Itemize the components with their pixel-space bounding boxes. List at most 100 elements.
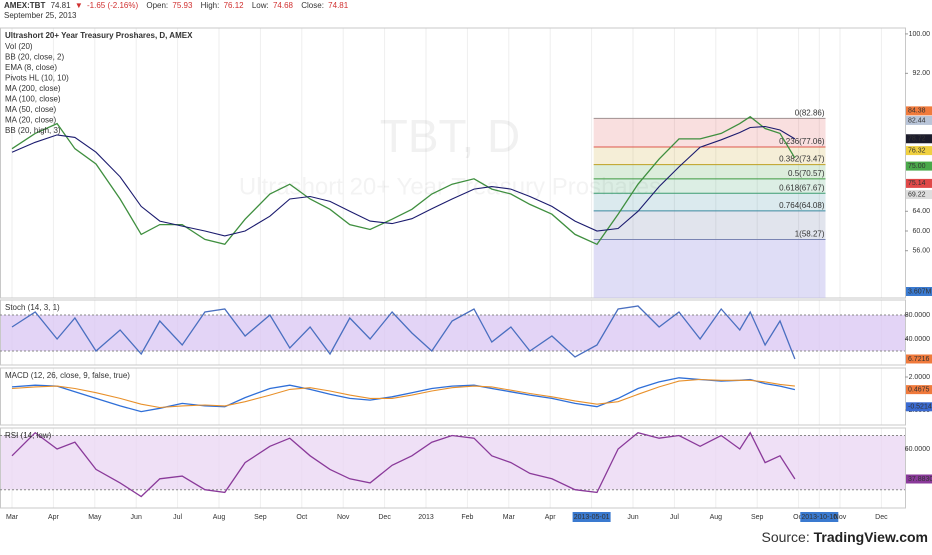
- y-tick-label: 40.0000: [905, 336, 930, 343]
- x-tick-label: Jun: [627, 514, 638, 521]
- x-tick-label: Feb: [461, 514, 473, 521]
- price: 74.81: [51, 1, 72, 10]
- x-tick-label: Nov: [834, 514, 847, 521]
- panel-label: Stoch (14, 3, 1): [5, 303, 60, 312]
- source: Source: TradingView.com: [761, 529, 928, 545]
- y-tick-label: 92.00: [912, 70, 930, 77]
- panel-frame: [0, 367, 906, 426]
- fib-band: [593, 146, 826, 165]
- volume-marker-label: 3.607M: [908, 288, 932, 295]
- fib-label: 1(58.27): [795, 230, 825, 239]
- price-marker-box: [906, 115, 932, 125]
- x-tick-label: Jul: [670, 514, 679, 521]
- x-tick-label: Dec: [875, 514, 888, 521]
- panel-frame: [0, 427, 906, 509]
- fib-label: 0.382(73.47): [779, 155, 825, 164]
- x-tick-label: 2013: [418, 514, 434, 521]
- fib-band: [593, 178, 826, 194]
- x-tick-label: Oct: [793, 514, 804, 521]
- series-line: [11, 305, 796, 360]
- watermark: TBT, D: [380, 110, 521, 162]
- price-marker-label: 37.8830: [908, 476, 932, 483]
- y-tick-label: 80.0000: [905, 312, 930, 319]
- x-tick-label: May: [88, 514, 102, 521]
- fib-tail: [593, 239, 826, 298]
- close-label: Close:: [301, 1, 324, 10]
- price-marker-label: 75.14: [908, 180, 926, 187]
- header-line: AMEX:TBT 74.81 ▼ -1.65 (-2.16%) Open: 75…: [4, 1, 349, 10]
- fib-label: 0.5(70.57): [788, 169, 825, 178]
- x-tick-label: Apr: [545, 514, 557, 521]
- low-label: Low:: [252, 1, 269, 10]
- y-tick-label: 100.00: [909, 31, 931, 38]
- x-tick-label: Mar: [6, 514, 19, 521]
- price-marker-box: [906, 354, 932, 364]
- x-tick-label: Sep: [751, 514, 764, 521]
- close: 74.81: [328, 1, 349, 10]
- indicator-label: EMA (8, close): [5, 63, 57, 72]
- volume-marker-box: [906, 287, 932, 296]
- open: 75.93: [172, 1, 193, 10]
- price-marker-box: [906, 106, 932, 116]
- indicator-label: MA (100, close): [5, 95, 61, 104]
- panel-frame: [0, 299, 906, 366]
- band: [1, 435, 905, 490]
- watermark-sub: Ultrashort 20+ Year Treasury Proshares: [239, 173, 661, 200]
- x-tick-label: Dec: [378, 514, 391, 521]
- price-marker-box: [906, 161, 932, 171]
- change: -1.65 (-2.16%): [87, 1, 138, 10]
- x-tick-label: 2013-10-10: [801, 514, 837, 521]
- indicator-label: MA (50, close): [5, 105, 56, 114]
- price-marker-label: 82.44: [908, 117, 926, 124]
- price-marker-label: 78.72: [908, 136, 926, 143]
- price-marker-box: [906, 474, 932, 484]
- panel-label: MACD (12, 26, close, 9, false, true): [5, 371, 130, 380]
- source-prefix: Source:: [761, 529, 813, 545]
- y-tick-label: 64.00: [912, 208, 930, 215]
- indicator-label: BB (20, close, 2): [5, 53, 64, 62]
- y-tick-label: 60.00: [912, 228, 930, 235]
- low: 74.68: [273, 1, 294, 10]
- fib-band: [593, 193, 826, 211]
- date: September 25, 2013: [4, 11, 77, 20]
- high: 76.12: [224, 1, 245, 10]
- symbol: AMEX:TBT: [4, 1, 45, 10]
- price-marker-box: [906, 178, 932, 188]
- price-marker-label: -0.5214: [908, 404, 932, 411]
- series-line: [11, 431, 796, 498]
- price-marker-label: 69.22: [908, 191, 926, 198]
- x-tick-label: Jul: [173, 514, 182, 521]
- y-tick-label: 60.0000: [905, 446, 930, 453]
- x-tick-label: Apr: [48, 514, 60, 521]
- price-marker-label: 6.7216: [908, 356, 930, 363]
- price-marker-label: 75.00: [908, 163, 926, 170]
- panel-label: Ultrashort 20+ Year Treasury Proshares, …: [5, 31, 193, 40]
- series-line: [11, 125, 796, 237]
- indicator-label: MA (200, close): [5, 84, 61, 93]
- panel-label: RSI (14, low): [5, 431, 52, 440]
- price-marker-box: [906, 385, 932, 395]
- open-label: Open:: [146, 1, 168, 10]
- high-label: High:: [201, 1, 220, 10]
- fib-band: [593, 210, 826, 240]
- x-tick-label: 2013-05-01: [574, 514, 610, 521]
- price-marker-label: 0.4675: [908, 386, 930, 393]
- indicator-label: Vol (20): [5, 42, 33, 51]
- price-marker-label: 84.38: [908, 108, 926, 115]
- x-tick-label: Oct: [296, 514, 307, 521]
- x-tick-label: Aug: [710, 514, 723, 521]
- x-tick-label: Nov: [337, 514, 350, 521]
- fib-label: 0.236(77.06): [779, 137, 825, 146]
- x-tick-label: Aug: [213, 514, 226, 521]
- indicator-label: Pivots HL (10, 10): [5, 74, 69, 83]
- x-tick-label: Mar: [503, 514, 516, 521]
- x-tick-label: Sep: [254, 514, 267, 521]
- price-marker-box: [906, 146, 932, 156]
- indicator-label: BB (20, high, 3): [5, 126, 61, 135]
- series-line: [11, 115, 796, 246]
- fib-band: [593, 118, 826, 147]
- x-tick-highlight: [572, 512, 611, 522]
- price-marker-box: [906, 190, 932, 200]
- indicator-label: MA (20, close): [5, 116, 56, 125]
